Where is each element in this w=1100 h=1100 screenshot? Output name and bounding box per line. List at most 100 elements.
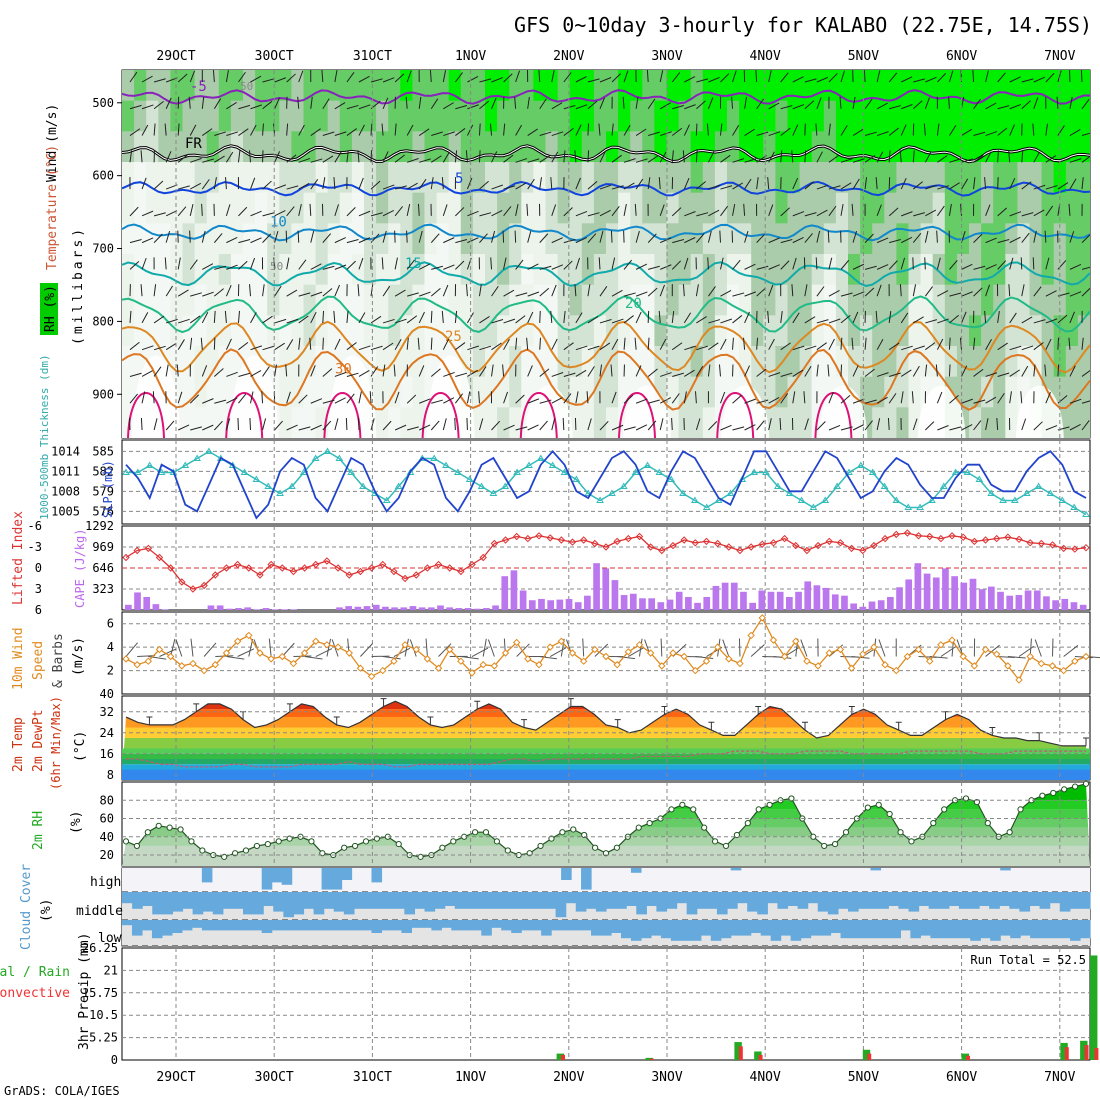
wind-barb bbox=[852, 96, 856, 109]
wind-barb bbox=[647, 368, 658, 377]
rh-contour-label: 50 bbox=[270, 260, 283, 273]
li-point bbox=[669, 541, 677, 550]
rh-cell bbox=[654, 162, 668, 194]
wind-barb bbox=[274, 285, 282, 297]
cape-bar bbox=[1070, 602, 1078, 610]
wind10-point bbox=[256, 649, 264, 657]
wind-barb bbox=[623, 426, 636, 431]
rh-cell bbox=[569, 100, 583, 133]
rh-cell bbox=[848, 284, 862, 317]
rh-cell bbox=[569, 376, 583, 409]
wind-barb bbox=[406, 124, 414, 136]
rh-cell bbox=[230, 254, 244, 286]
wind-barb bbox=[912, 365, 920, 377]
thickness-point bbox=[240, 468, 249, 475]
rh-cell bbox=[569, 407, 583, 438]
rh-cell bbox=[981, 223, 995, 255]
thickness-point bbox=[1022, 489, 1031, 496]
wind-barb bbox=[238, 372, 251, 377]
rh-cell bbox=[630, 70, 644, 102]
wind10-point bbox=[155, 645, 164, 654]
li-point bbox=[780, 534, 789, 543]
wind-barb bbox=[455, 342, 466, 351]
wind-barb bbox=[346, 372, 359, 377]
rh-cell bbox=[170, 315, 184, 347]
rh-cell bbox=[182, 192, 196, 225]
rh-cell bbox=[557, 223, 571, 255]
rh-cell bbox=[896, 162, 910, 194]
li-point bbox=[334, 564, 342, 572]
rh-cell bbox=[848, 100, 862, 133]
rh-cell bbox=[606, 192, 620, 225]
li-point bbox=[926, 532, 934, 541]
minmax-label: (6hr Min/Max) bbox=[49, 696, 63, 790]
wind-barb bbox=[985, 204, 991, 217]
wind10-point bbox=[501, 649, 510, 657]
rh-cell bbox=[315, 223, 329, 255]
wind-barb bbox=[321, 70, 324, 83]
rh-cell bbox=[618, 223, 632, 255]
rh-point bbox=[264, 840, 271, 848]
wind-barb bbox=[997, 150, 999, 163]
rh-cell bbox=[606, 100, 620, 133]
wind-barb bbox=[889, 372, 901, 377]
wind-barb bbox=[334, 418, 339, 431]
wind-barb bbox=[901, 76, 913, 83]
wind-barb bbox=[599, 420, 609, 431]
wind10-point bbox=[914, 645, 923, 654]
wind-barb bbox=[1021, 78, 1034, 83]
rh-cell bbox=[291, 284, 305, 317]
wind-barb bbox=[948, 70, 954, 83]
rh-point bbox=[471, 829, 479, 836]
wind-barb bbox=[177, 154, 188, 163]
rh-cell bbox=[400, 162, 414, 194]
isotherm-line bbox=[122, 180, 1090, 197]
wind-barb bbox=[672, 239, 684, 244]
rh-cell bbox=[364, 100, 378, 133]
wind-barb bbox=[334, 237, 346, 244]
wind-barb bbox=[768, 102, 780, 110]
rh-cell bbox=[472, 70, 486, 102]
wind10-point bbox=[278, 652, 286, 661]
wind10-barb bbox=[617, 656, 636, 660]
wind-barb bbox=[358, 345, 371, 351]
rh-cell bbox=[472, 284, 486, 317]
li-point bbox=[702, 537, 711, 546]
li-tick-label: 0 bbox=[35, 561, 42, 575]
wind-barb bbox=[358, 391, 362, 404]
wind-barb bbox=[503, 185, 516, 190]
top-date-label: 7NOV bbox=[1044, 49, 1075, 64]
li-point bbox=[914, 532, 923, 540]
rh-point bbox=[1082, 780, 1090, 787]
wind-barb bbox=[310, 178, 319, 190]
rh-cell bbox=[739, 162, 753, 194]
rh-cell bbox=[908, 315, 922, 347]
wind-barb bbox=[346, 128, 357, 136]
rh-cell bbox=[182, 100, 196, 133]
cloud-bar bbox=[760, 920, 772, 936]
wind-barb bbox=[647, 287, 658, 297]
rh-cell bbox=[509, 284, 523, 317]
wind-barb bbox=[972, 70, 975, 83]
thickness-point bbox=[347, 468, 356, 475]
wind10-barb bbox=[226, 656, 245, 660]
wind-barb bbox=[646, 70, 649, 83]
li-point bbox=[591, 539, 599, 548]
wind-barb bbox=[153, 315, 165, 324]
wind-barb bbox=[647, 233, 657, 243]
wind-barb bbox=[635, 291, 648, 297]
wind-barb bbox=[708, 319, 721, 324]
rh-cell bbox=[884, 100, 898, 133]
wind-barb bbox=[346, 206, 356, 217]
wind-barb bbox=[177, 257, 181, 270]
cloud-bar bbox=[525, 892, 537, 909]
cloud-bar bbox=[231, 920, 243, 931]
wind10-point bbox=[937, 641, 945, 649]
wind-barb bbox=[791, 150, 794, 163]
wind-barb bbox=[539, 399, 552, 404]
rh-point bbox=[231, 850, 239, 857]
wind-barb bbox=[334, 204, 339, 216]
wind-barb bbox=[262, 100, 273, 110]
rh-cell bbox=[799, 284, 813, 317]
rh-point bbox=[504, 847, 511, 854]
